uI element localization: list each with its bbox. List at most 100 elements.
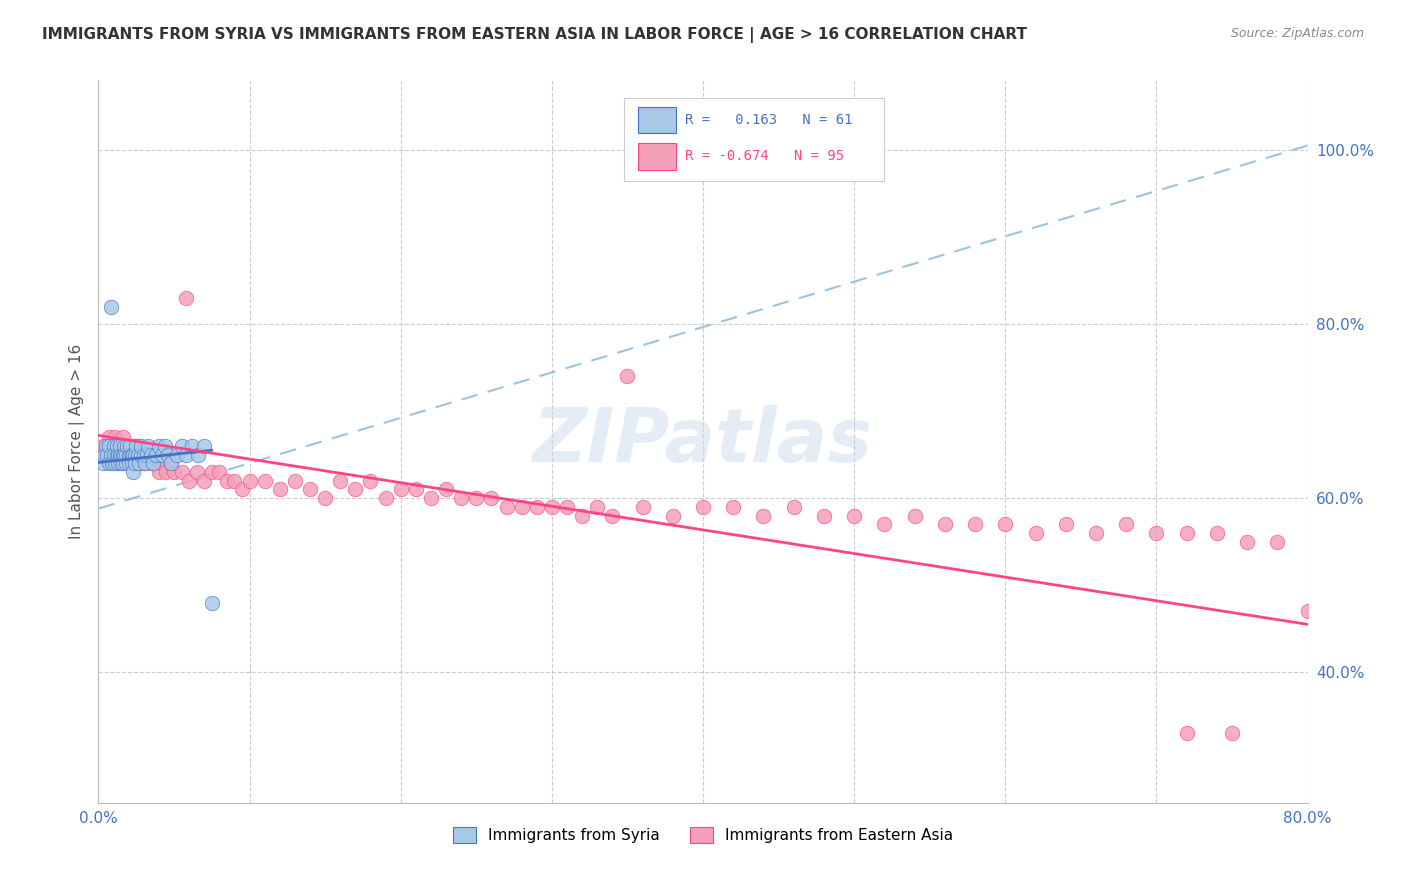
- Point: [904, 508, 927, 523]
- Point: [526, 500, 548, 514]
- Point: [481, 491, 503, 505]
- Point: [1296, 604, 1319, 618]
- Point: [124, 456, 146, 470]
- Point: [104, 430, 127, 444]
- Point: [723, 500, 745, 514]
- Text: IMMIGRANTS FROM SYRIA VS IMMIGRANTS FROM EASTERN ASIA IN LABOR FORCE | AGE > 16 : IMMIGRANTS FROM SYRIA VS IMMIGRANTS FROM…: [42, 27, 1028, 43]
- Point: [121, 456, 143, 470]
- Legend: Immigrants from Syria, Immigrants from Eastern Asia: Immigrants from Syria, Immigrants from E…: [447, 822, 959, 849]
- Point: [114, 439, 136, 453]
- Point: [118, 448, 141, 462]
- Point: [193, 474, 215, 488]
- Point: [118, 456, 141, 470]
- Point: [170, 439, 193, 453]
- Point: [124, 439, 146, 453]
- Point: [120, 439, 142, 453]
- FancyBboxPatch shape: [624, 98, 884, 181]
- Point: [1236, 534, 1258, 549]
- Point: [181, 439, 204, 453]
- Point: [231, 483, 253, 497]
- Point: [1175, 525, 1198, 540]
- Point: [253, 474, 276, 488]
- Point: [107, 439, 129, 453]
- Point: [1206, 525, 1229, 540]
- Point: [91, 439, 114, 453]
- Point: [108, 439, 131, 453]
- FancyBboxPatch shape: [638, 107, 676, 134]
- Point: [103, 448, 125, 462]
- Point: [389, 483, 412, 497]
- Point: [128, 456, 150, 470]
- Point: [118, 439, 141, 453]
- Point: [94, 448, 117, 462]
- Point: [111, 430, 134, 444]
- Point: [122, 465, 145, 479]
- Point: [105, 448, 128, 462]
- Text: R =   0.163   N = 61: R = 0.163 N = 61: [685, 113, 852, 127]
- Point: [127, 448, 149, 462]
- Point: [110, 456, 132, 470]
- Point: [193, 439, 215, 453]
- Point: [602, 508, 624, 523]
- Point: [783, 500, 806, 514]
- Point: [111, 448, 134, 462]
- Point: [360, 474, 382, 488]
- Point: [148, 465, 170, 479]
- Point: [160, 456, 183, 470]
- Point: [160, 456, 183, 470]
- Point: [139, 456, 162, 470]
- Point: [100, 448, 122, 462]
- Point: [179, 474, 201, 488]
- Point: [813, 508, 835, 523]
- Point: [103, 439, 125, 453]
- Point: [125, 439, 148, 453]
- Point: [155, 465, 177, 479]
- Point: [1144, 525, 1167, 540]
- Point: [215, 474, 238, 488]
- Point: [148, 439, 170, 453]
- Point: [115, 448, 138, 462]
- Point: [142, 448, 165, 462]
- Point: [994, 517, 1017, 532]
- Point: [434, 483, 457, 497]
- Text: R = -0.674   N = 95: R = -0.674 N = 95: [685, 149, 844, 163]
- Point: [98, 430, 121, 444]
- Point: [96, 448, 118, 462]
- Point: [129, 448, 152, 462]
- Point: [934, 517, 956, 532]
- Point: [1220, 726, 1243, 740]
- Point: [631, 500, 654, 514]
- Point: [166, 448, 188, 462]
- Point: [465, 491, 488, 505]
- Point: [186, 465, 208, 479]
- Point: [112, 439, 135, 453]
- Point: [1115, 517, 1137, 532]
- Point: [104, 456, 127, 470]
- Point: [122, 448, 145, 462]
- Point: [163, 465, 186, 479]
- Point: [105, 439, 128, 453]
- Point: [150, 448, 173, 462]
- Point: [661, 508, 683, 523]
- Point: [121, 439, 143, 453]
- Point: [91, 456, 114, 470]
- Point: [124, 448, 146, 462]
- Point: [98, 439, 121, 453]
- Point: [873, 517, 896, 532]
- Point: [122, 448, 145, 462]
- Point: [150, 456, 173, 470]
- Point: [135, 448, 157, 462]
- Point: [100, 300, 122, 314]
- Point: [586, 500, 609, 514]
- Point: [344, 483, 367, 497]
- Point: [135, 448, 157, 462]
- Point: [121, 448, 143, 462]
- Point: [201, 596, 224, 610]
- Point: [105, 448, 128, 462]
- Point: [329, 474, 352, 488]
- Point: [170, 465, 193, 479]
- Point: [555, 500, 578, 514]
- Point: [110, 448, 132, 462]
- Point: [129, 439, 152, 453]
- Point: [108, 448, 131, 462]
